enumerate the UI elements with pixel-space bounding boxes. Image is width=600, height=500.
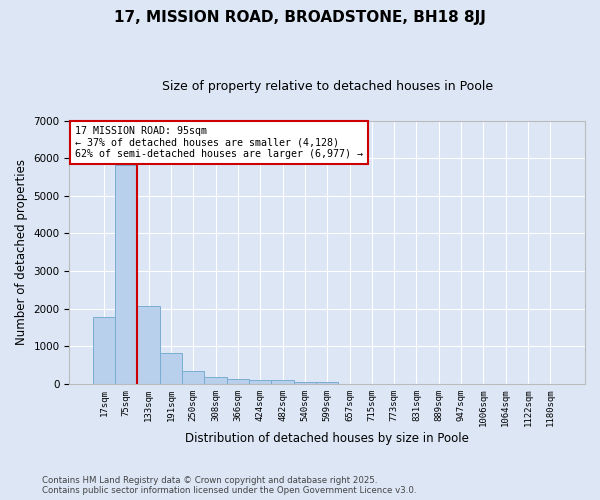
Bar: [115, 165, 137, 384]
Bar: [227, 380, 249, 384]
Bar: [93, 317, 115, 384]
X-axis label: Distribution of detached houses by size in Poole: Distribution of detached houses by size …: [185, 432, 469, 445]
Bar: [294, 382, 316, 384]
Bar: [316, 382, 338, 384]
Bar: [205, 377, 227, 384]
Text: 17 MISSION ROAD: 95sqm
← 37% of detached houses are smaller (4,128)
62% of semi-: 17 MISSION ROAD: 95sqm ← 37% of detached…: [74, 126, 362, 159]
Bar: [249, 380, 271, 384]
Bar: [271, 380, 294, 384]
Bar: [160, 353, 182, 384]
Bar: [137, 306, 160, 384]
Text: Contains HM Land Registry data © Crown copyright and database right 2025.
Contai: Contains HM Land Registry data © Crown c…: [42, 476, 416, 495]
Bar: [182, 371, 205, 384]
Text: 17, MISSION ROAD, BROADSTONE, BH18 8JJ: 17, MISSION ROAD, BROADSTONE, BH18 8JJ: [114, 10, 486, 25]
Title: Size of property relative to detached houses in Poole: Size of property relative to detached ho…: [161, 80, 493, 93]
Y-axis label: Number of detached properties: Number of detached properties: [15, 160, 28, 346]
